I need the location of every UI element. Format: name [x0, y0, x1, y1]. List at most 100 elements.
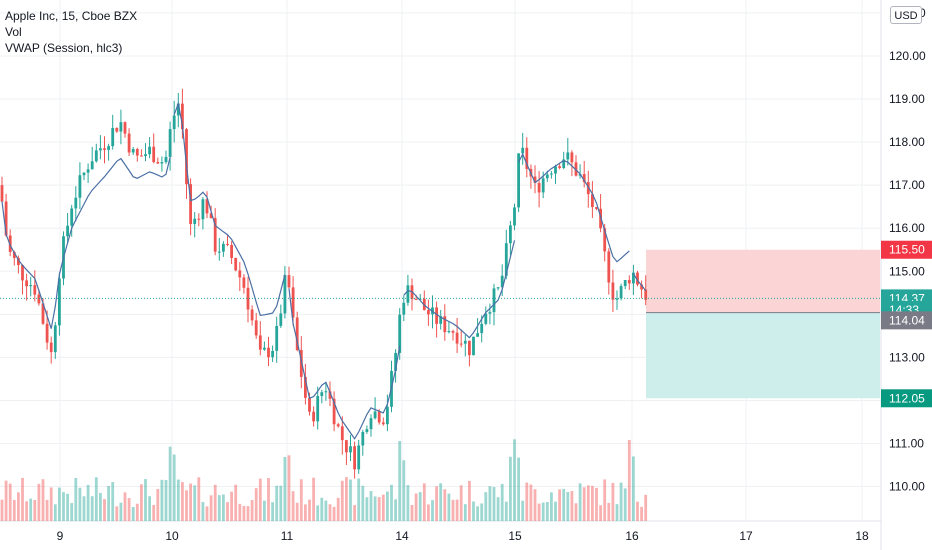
volume-bar — [435, 486, 438, 521]
candle-body — [90, 161, 94, 170]
candle-body — [595, 207, 598, 209]
volume-bar — [258, 478, 262, 521]
volume-bar — [164, 480, 168, 521]
volume-bar — [521, 500, 525, 521]
y-tick-label: 110.00 — [889, 480, 925, 494]
volume-bar — [94, 477, 98, 521]
candle-body — [332, 398, 336, 425]
candle-body — [0, 185, 4, 202]
volume-bar — [336, 497, 340, 521]
candle-body — [537, 182, 541, 193]
candle-body — [566, 152, 570, 160]
volume-bar — [230, 491, 233, 521]
candle-body — [213, 218, 217, 252]
volume-bar — [554, 501, 557, 521]
candle-body — [627, 280, 631, 284]
volume-bar — [541, 502, 545, 521]
candle-body — [222, 243, 225, 252]
candle-body — [209, 213, 213, 219]
candle-body — [381, 422, 385, 425]
candle-body — [37, 294, 41, 304]
stop-loss-zone — [646, 249, 880, 313]
volume-bar — [529, 484, 533, 521]
volume-bar — [283, 456, 287, 521]
candle-body — [414, 299, 418, 301]
candle-body — [12, 251, 16, 258]
candle-body — [49, 342, 53, 353]
volume-bar — [25, 501, 28, 521]
volume-bar — [17, 492, 20, 521]
x-tick-label: 16 — [625, 529, 639, 543]
chart-legend: Apple Inc, 15, Cboe BZX Vol VWAP (Sessio… — [5, 8, 137, 56]
volume-bar — [566, 491, 570, 521]
volume-bar — [603, 479, 607, 521]
x-tick-label: 15 — [508, 529, 522, 543]
candle-body — [455, 332, 459, 344]
volume-bar — [414, 493, 418, 521]
volume-bar — [410, 504, 414, 521]
candle-body — [312, 411, 315, 422]
x-tick-label: 18 — [855, 529, 869, 543]
volume-bar — [312, 477, 315, 521]
candle-body — [611, 282, 615, 300]
volume-bar — [127, 498, 131, 521]
volume-bar — [49, 487, 53, 521]
candle-body — [554, 166, 557, 174]
volume-bar — [623, 488, 627, 521]
volume-bar — [463, 504, 467, 521]
volume-bar — [222, 494, 225, 521]
volume-bar — [119, 502, 123, 521]
y-tick-label: 118.00 — [889, 135, 925, 149]
volume-bar — [349, 479, 352, 521]
volume-bar — [291, 491, 295, 521]
currency-button[interactable]: USD — [890, 6, 922, 24]
volume-bar — [570, 491, 574, 521]
volume-bar — [390, 484, 393, 521]
volume-bar — [123, 492, 127, 521]
y-tick-label: 116.00 — [889, 221, 925, 235]
candle-body — [107, 146, 110, 150]
candle-body — [156, 162, 160, 164]
candle-body — [443, 316, 447, 333]
volume-bar — [90, 496, 94, 521]
volume-bar — [328, 504, 332, 521]
volume-bar — [324, 500, 328, 521]
candle-body — [254, 320, 258, 336]
candle-body — [521, 147, 525, 154]
volume-bar — [107, 486, 110, 521]
volume-bar — [41, 479, 45, 521]
candle-body — [45, 323, 49, 343]
candle-body — [373, 411, 377, 419]
volume-bar — [254, 488, 258, 521]
volume-bar — [316, 505, 320, 521]
volume-bar — [509, 456, 512, 521]
volume-bar — [189, 483, 192, 521]
volume-bar — [517, 457, 520, 521]
candle-body — [545, 174, 549, 179]
volume-bar — [0, 499, 4, 521]
volume-bar — [488, 486, 492, 521]
volume-bar — [152, 504, 156, 521]
volume-bar — [345, 477, 348, 521]
candle-body — [193, 218, 197, 225]
candle-body — [168, 129, 172, 157]
candle-body — [644, 289, 648, 300]
volume-bar — [480, 503, 484, 521]
candle-body — [463, 340, 467, 344]
candle-body — [275, 325, 279, 351]
volume-bar — [33, 500, 37, 521]
candle-body — [394, 352, 397, 371]
volume-bar — [168, 446, 172, 521]
candle-body — [488, 312, 492, 314]
volume-bar — [533, 489, 537, 521]
volume-bar — [422, 483, 426, 521]
volume-bar — [340, 480, 344, 521]
price-label-bg — [881, 311, 932, 330]
candle-body — [324, 391, 328, 393]
volume-bar — [246, 506, 250, 521]
price-label-bg — [881, 389, 932, 408]
vwap-indicator-label: VWAP (Session, hlc3) — [5, 41, 123, 55]
candle-body — [115, 127, 119, 132]
volume-bar — [492, 487, 496, 521]
